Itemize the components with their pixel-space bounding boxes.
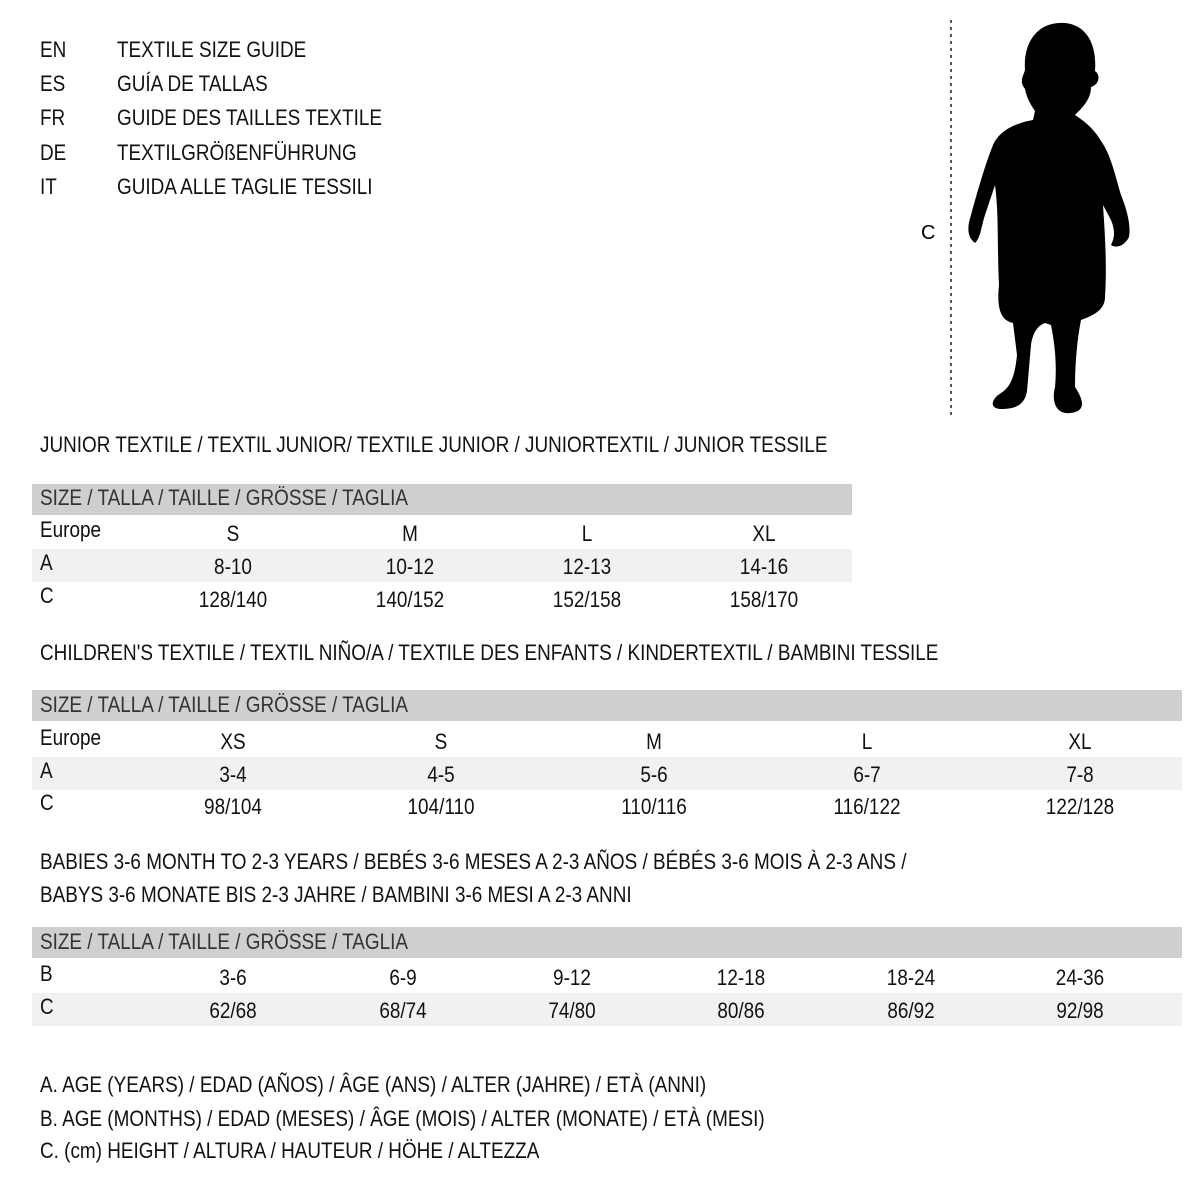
table-cell: 18-24 xyxy=(886,965,936,990)
table-cell: 128/140 xyxy=(198,587,268,612)
language-title: TEXTILE SIZE GUIDE xyxy=(117,37,307,62)
language-code: ES xyxy=(40,71,66,96)
table-cell: XL xyxy=(1068,729,1092,754)
language-title: TEXTILGRÖßENFÜHRUNG xyxy=(117,140,357,165)
row-label: C xyxy=(40,994,54,1019)
table-cell: 86/92 xyxy=(887,998,935,1023)
row-shade xyxy=(32,757,1182,790)
row-label: C xyxy=(40,583,54,608)
language-code: EN xyxy=(40,37,67,62)
table-cell: 152/158 xyxy=(552,587,622,612)
table-cell: 24-36 xyxy=(1055,965,1105,990)
babies-table-header xyxy=(32,927,1182,958)
row-label: B xyxy=(40,961,53,986)
table-cell: 92/98 xyxy=(1056,998,1104,1023)
language-title: GUIDE DES TAILLES TEXTILE xyxy=(117,105,382,130)
junior-section-title: JUNIOR TEXTILE / TEXTIL JUNIOR/ TEXTILE … xyxy=(40,432,828,457)
table-cell: 110/116 xyxy=(621,794,687,819)
table-cell: S xyxy=(434,729,448,754)
table-cell: 10-12 xyxy=(385,554,435,579)
babies-section-title-line2: BABYS 3-6 MONATE BIS 2-3 JAHRE / BAMBINI… xyxy=(40,882,632,907)
language-code: FR xyxy=(40,105,66,130)
table-cell: 6-7 xyxy=(853,762,881,787)
junior-table-header xyxy=(32,484,852,515)
table-cell: 62/68 xyxy=(209,998,257,1023)
row-shade xyxy=(32,993,1182,1026)
table-cell: 74/80 xyxy=(548,998,596,1023)
table-cell: 8-10 xyxy=(214,554,252,579)
table-cell: 3-6 xyxy=(219,965,247,990)
table-cell: M xyxy=(402,521,418,546)
row-label: C xyxy=(40,790,54,815)
table-cell: 116/122 xyxy=(833,794,901,819)
table-cell: 3-4 xyxy=(219,762,247,787)
table-cell: 7-8 xyxy=(1066,762,1094,787)
table-cell: S xyxy=(226,521,240,546)
table-cell: 9-12 xyxy=(553,965,591,990)
junior-header-label: SIZE / TALLA / TAILLE / GRÖSSE / TAGLIA xyxy=(40,485,409,510)
language-title: GUIDA ALLE TAGLIE TESSILI xyxy=(117,174,373,199)
children-section-title: CHILDREN'S TEXTILE / TEXTIL NIÑO/A / TEX… xyxy=(40,640,939,665)
height-label: C xyxy=(921,222,935,244)
babies-header-label: SIZE / TALLA / TAILLE / GRÖSSE / TAGLIA xyxy=(40,929,409,954)
table-cell: 14-16 xyxy=(739,554,789,579)
table-cell: L xyxy=(581,521,593,546)
table-cell: L xyxy=(861,729,873,754)
table-cell: XS xyxy=(220,729,246,754)
table-cell: M xyxy=(646,729,662,754)
child-silhouette xyxy=(968,22,1130,414)
language-code: IT xyxy=(40,174,57,199)
child-silhouette-figure: C xyxy=(921,20,1130,415)
table-cell: 122/128 xyxy=(1045,794,1115,819)
table-cell: 12-13 xyxy=(562,554,612,579)
table-cell: 104/110 xyxy=(407,794,475,819)
language-code: DE xyxy=(40,140,67,165)
row-label: A xyxy=(40,550,53,575)
table-cell: 4-5 xyxy=(427,762,455,787)
children-header-label: SIZE / TALLA / TAILLE / GRÖSSE / TAGLIA xyxy=(40,692,409,717)
language-title: GUÍA DE TALLAS xyxy=(117,71,268,96)
table-cell: 158/170 xyxy=(729,587,799,612)
table-cell: 98/104 xyxy=(204,794,262,819)
row-label: Europe xyxy=(40,517,102,542)
legend-c: C. (cm) HEIGHT / ALTURA / HAUTEUR / HÖHE… xyxy=(40,1138,540,1163)
legend-b: B. AGE (MONTHS) / EDAD (MESES) / ÂGE (MO… xyxy=(40,1106,765,1131)
row-shade xyxy=(32,549,852,582)
row-label: A xyxy=(40,758,53,783)
babies-section-title-line1: BABIES 3-6 MONTH TO 2-3 YEARS / BEBÉS 3-… xyxy=(40,849,907,874)
table-cell: 140/152 xyxy=(375,587,445,612)
table-cell: 5-6 xyxy=(640,762,668,787)
children-table-header xyxy=(32,690,1182,721)
table-cell: 80/86 xyxy=(717,998,765,1023)
row-label: Europe xyxy=(40,725,102,750)
table-cell: 6-9 xyxy=(389,965,417,990)
legend-a: A. AGE (YEARS) / EDAD (AÑOS) / ÂGE (ANS)… xyxy=(40,1072,707,1097)
table-cell: 12-18 xyxy=(716,965,766,990)
table-cell: 68/74 xyxy=(379,998,427,1023)
table-cell: XL xyxy=(752,521,776,546)
